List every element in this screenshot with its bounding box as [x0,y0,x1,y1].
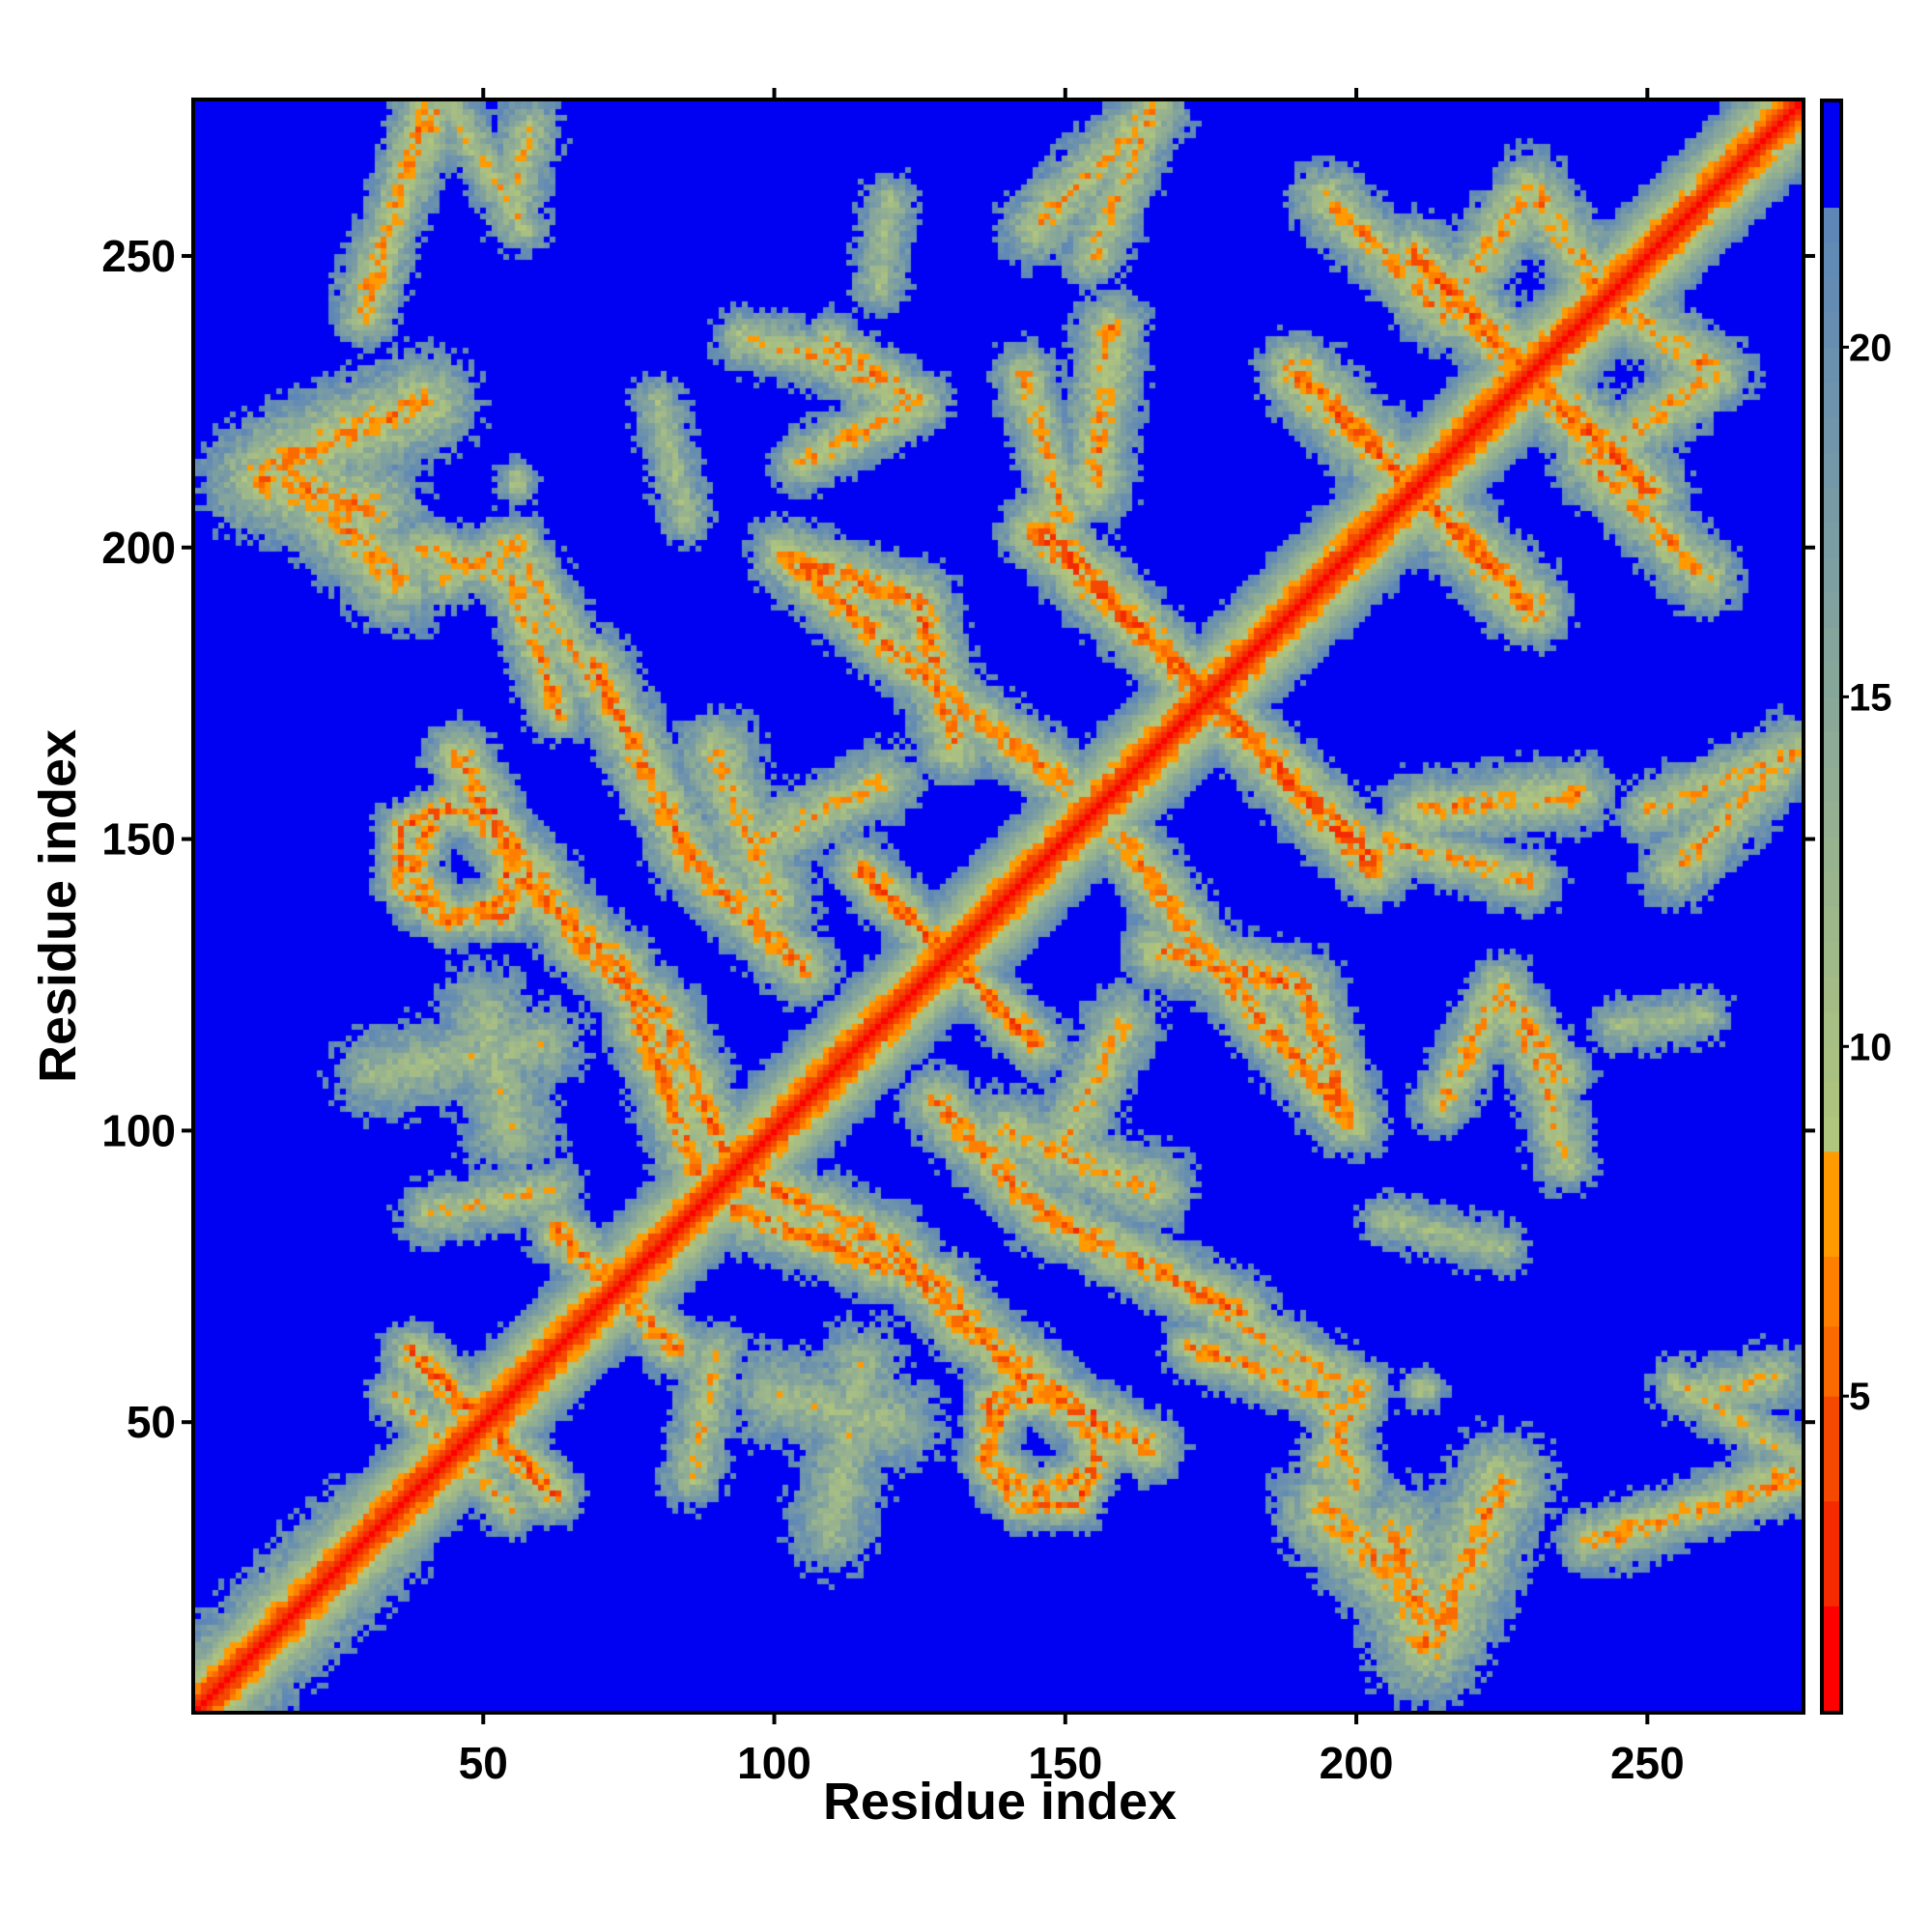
colorbar-bin [1824,837,1839,872]
colorbar-bin [1824,1465,1839,1502]
colorbar-bin [1824,1081,1839,1118]
colorbar-bin [1824,1431,1839,1467]
x-tick-label: 250 [1610,1738,1685,1788]
colorbar-bin [1824,1675,1839,1712]
y-tick-label: 250 [101,231,176,281]
colorbar-bin [1824,102,1839,138]
colorbar-bin [1824,766,1839,803]
x-axis: 50 100 150 200 250 [459,88,1685,1788]
colorbar-bin [1824,242,1839,278]
colorbar-tick-label: 10 [1849,1026,1892,1068]
x-tick-label: 150 [1028,1738,1102,1788]
colorbar-bin [1824,1325,1839,1362]
colorbar-frame [1820,99,1843,1715]
colorbar-bin [1824,906,1839,943]
colorbar-bin [1824,976,1839,1012]
colorbar-bin [1824,382,1839,418]
colorbar-bin [1824,801,1839,838]
y-tick-label: 100 [101,1105,176,1155]
y-tick-label: 200 [101,523,176,573]
colorbar-bin [1824,1500,1839,1537]
colorbar-bin [1824,591,1839,628]
y-tick-label: 50 [127,1397,176,1447]
colorbar-bin [1824,1221,1839,1257]
colorbar-bin [1824,626,1839,663]
colorbar-bin [1824,696,1839,733]
colorbar-bin [1824,207,1839,243]
x-tick-label: 100 [737,1738,811,1788]
colorbar-bin [1824,1396,1839,1432]
colorbar-bin [1824,1361,1839,1397]
colorbar-tick-label: 20 [1849,327,1892,369]
colorbar-bin [1824,1291,1839,1327]
colorbar: 5 10 15 20 [1820,99,1892,1715]
y-axis-title: Residue index [29,729,87,1083]
x-tick-label: 50 [459,1738,508,1788]
colorbar-bin [1824,451,1839,488]
colorbar-bin [1824,487,1839,523]
colorbar-bin [1824,416,1839,453]
colorbar-bin [1824,1640,1839,1677]
colorbar-bin [1824,312,1839,348]
colorbar-tick-label: 15 [1849,676,1892,719]
colorbar-bin [1824,556,1839,593]
x-axis-title: Residue index [823,1773,1177,1831]
colorbar-bin [1824,1536,1839,1572]
colorbar-bin [1824,941,1839,978]
colorbar-bin [1824,1046,1839,1082]
contact-map-plot [195,101,1802,1711]
y-tick-label: 150 [101,814,176,865]
colorbar-bin [1824,347,1839,384]
x-tick-label: 200 [1320,1738,1394,1788]
distance-matrix-heatmap [195,101,1802,1711]
colorbar-bin [1824,731,1839,768]
colorbar-bin [1824,137,1839,173]
colorbar-tick-label: 5 [1849,1376,1870,1418]
colorbar-bin [1824,172,1839,209]
colorbar-bin [1824,1186,1839,1222]
y-axis: 50 100 150 200 250 [101,231,1815,1447]
colorbar-bin [1824,1011,1839,1047]
colorbar-bin [1824,1256,1839,1293]
colorbar-bin [1824,1116,1839,1152]
colorbar-bin [1824,871,1839,907]
colorbar-bin [1824,1605,1839,1642]
colorbar-bin [1824,662,1839,697]
colorbar-bin [1824,1571,1839,1606]
colorbar-bin [1824,276,1839,313]
colorbar-bin [1824,522,1839,558]
colorbar-bin [1824,1151,1839,1187]
